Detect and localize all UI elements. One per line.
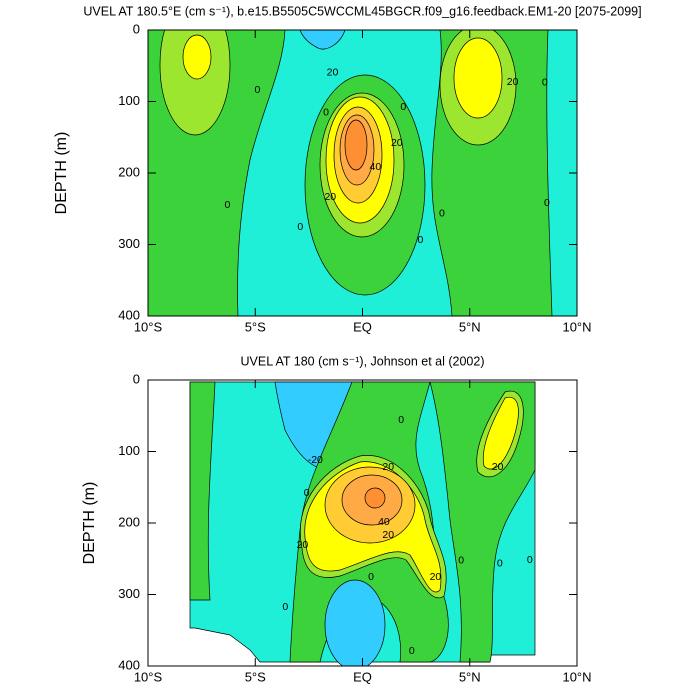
chart-title: UVEL AT 180 (cm s⁻¹), Johnson et al (200… [241, 354, 485, 368]
contour-label: 0 [224, 199, 230, 211]
contour-label: 0 [497, 558, 503, 570]
contour-label: 0 [398, 414, 404, 426]
x-tick-label: 5°N [459, 669, 481, 684]
y-tick-label: 100 [118, 93, 140, 108]
x-tick-label: 5°S [245, 669, 266, 684]
contour-label: 0 [458, 555, 464, 567]
contour-label: 0 [439, 208, 445, 220]
contour-label: 0 [417, 234, 423, 246]
x-tick-label: EQ [353, 319, 372, 334]
x-tick-label: 10°N [562, 319, 591, 334]
contour-label: 0 [544, 197, 550, 209]
contour-label: 0 [400, 101, 406, 113]
contour-label: 0 [297, 221, 303, 233]
contour-fill-bottom [189, 381, 536, 666]
contour-label: 0 [323, 107, 329, 119]
contour-label: 20 [507, 76, 519, 88]
contour-label: 20 [492, 461, 504, 473]
x-tick-label: 5°S [245, 319, 266, 334]
x-tick-label: 5°N [459, 319, 481, 334]
contour-label: 20 [324, 191, 336, 203]
contour-label: 40 [370, 161, 382, 173]
contour-label: 20 [382, 529, 394, 541]
contour-label: 20 [297, 539, 309, 551]
y-tick-label: 0 [133, 21, 140, 36]
contour-label: 20 [327, 67, 339, 79]
chart-title: UVEL AT 180.5°E (cm s⁻¹), b.e15.B5505C5W… [83, 4, 641, 18]
y-tick-label: 200 [118, 514, 140, 529]
contour-label: 40 [378, 516, 390, 528]
y-tick-label: 300 [118, 236, 140, 251]
y-tick-label: 100 [118, 443, 140, 458]
x-tick-label: 10°S [134, 669, 163, 684]
contour-label: 0 [527, 554, 533, 566]
y-tick-label: 400 [118, 307, 140, 322]
x-tick-label: 10°N [562, 669, 591, 684]
contour-label: 20 [382, 461, 394, 473]
y-tick-label: 400 [118, 657, 140, 672]
contour-label: 0 [304, 487, 310, 499]
contour-label: 0 [542, 77, 548, 89]
contour-fill-top [148, 30, 577, 316]
x-tick-label: 10°S [134, 319, 163, 334]
y-tick-label: 200 [118, 164, 140, 179]
contour-label: -20 [308, 454, 323, 466]
contour-label: 0 [409, 645, 415, 657]
y-axis-label: DEPTH (m) [81, 482, 98, 565]
contour-label: 20 [430, 571, 442, 583]
y-tick-label: 0 [133, 371, 140, 386]
contour-label: 0 [282, 601, 288, 613]
y-tick-label: 300 [118, 586, 140, 601]
contour-label: 0 [368, 571, 374, 583]
contour-label: 20 [391, 137, 403, 149]
y-axis-label: DEPTH (m) [53, 132, 70, 215]
x-tick-label: EQ [353, 669, 372, 684]
contour-label: 0 [254, 84, 260, 96]
